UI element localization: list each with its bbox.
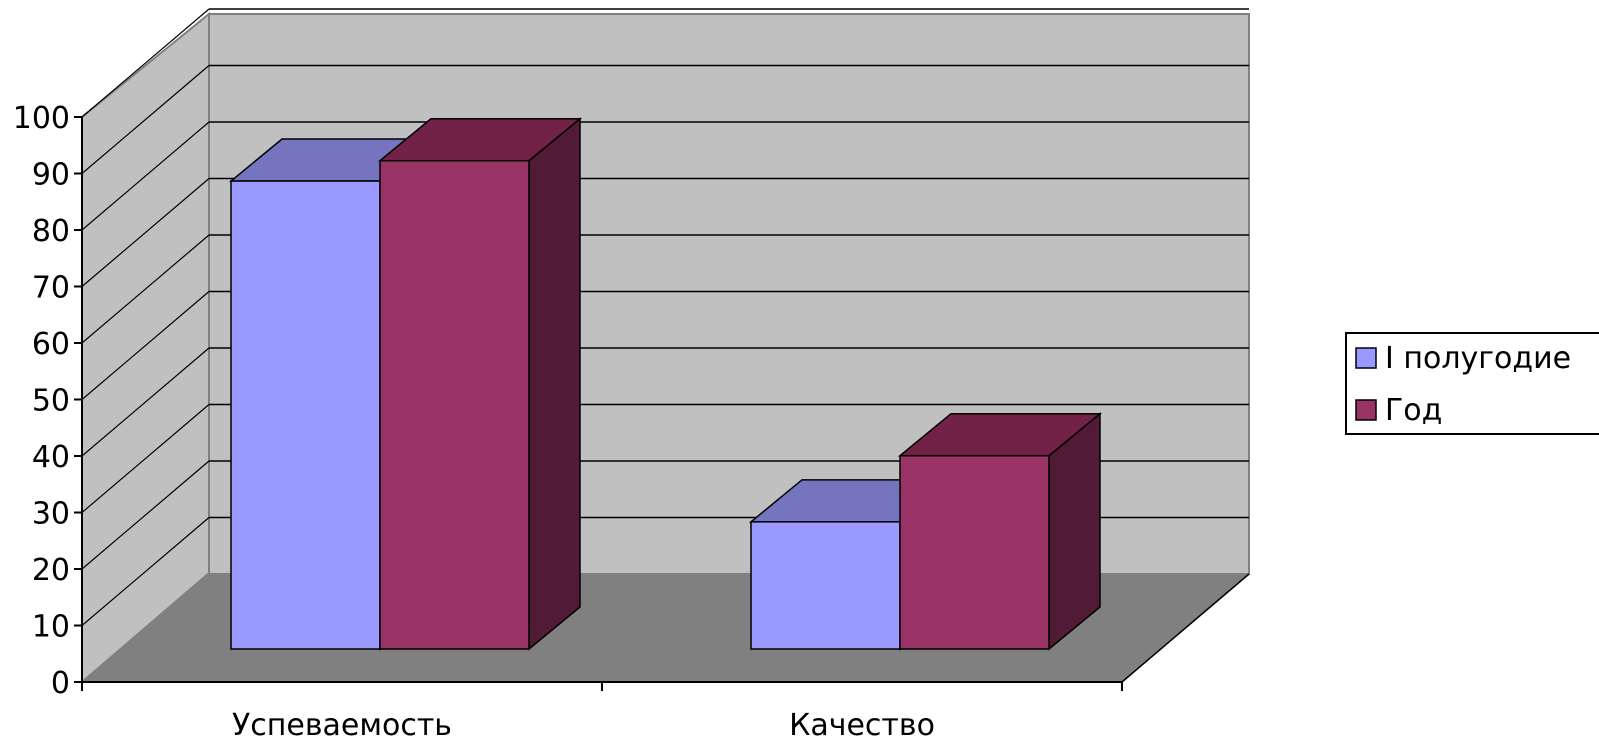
gridline (81, 347, 210, 457)
x-labels: Успеваемость Качество (232, 708, 935, 743)
gridline (81, 404, 210, 513)
y-tick-label: 50 (32, 384, 70, 419)
bar (750, 521, 901, 650)
gridline (81, 8, 210, 118)
x-category-label: Качество (789, 708, 935, 743)
y-tick-label: 30 (32, 497, 70, 532)
y-tick-label: 0 (51, 666, 70, 701)
gridline (81, 517, 210, 626)
gridline (81, 65, 210, 174)
gridline (81, 460, 210, 570)
gridline (81, 234, 210, 344)
x-category-label: Успеваемость (232, 708, 452, 743)
legend-box (1345, 332, 1599, 435)
legend-items: I полугодие Год (1355, 341, 1571, 428)
y-tick-label: 40 (32, 440, 70, 475)
legend-label: I полугодие (1385, 341, 1571, 376)
bars (228, 117, 1103, 651)
bar (379, 159, 530, 650)
y-axis: 0 10 20 30 40 50 60 70 80 90 100 (13, 101, 83, 701)
gridline (81, 121, 210, 231)
floor-right-edge (1121, 573, 1250, 683)
y-tick-label: 60 (32, 327, 70, 362)
y-tick-label: 10 (32, 610, 70, 645)
gridline (81, 291, 210, 400)
legend-label: Год (1385, 393, 1442, 428)
gridline (81, 178, 210, 287)
y-tick-label: 80 (32, 214, 70, 249)
legend: I полугодие Год (1345, 332, 1599, 435)
bar (899, 454, 1050, 650)
y-tick-label: 100 (13, 101, 70, 136)
legend-swatch (1355, 347, 1377, 369)
bar-side (528, 117, 581, 651)
y-tick-label: 20 (32, 553, 70, 588)
y-tick-label: 90 (32, 158, 70, 193)
y-ticks: 0 10 20 30 40 50 60 70 80 90 100 (13, 101, 82, 701)
chart-side-wall (81, 11, 210, 685)
legend-swatch (1355, 399, 1377, 421)
bar (230, 180, 381, 650)
y-tick-label: 70 (32, 271, 70, 306)
x-axis: Успеваемость Качество (81, 573, 1250, 743)
